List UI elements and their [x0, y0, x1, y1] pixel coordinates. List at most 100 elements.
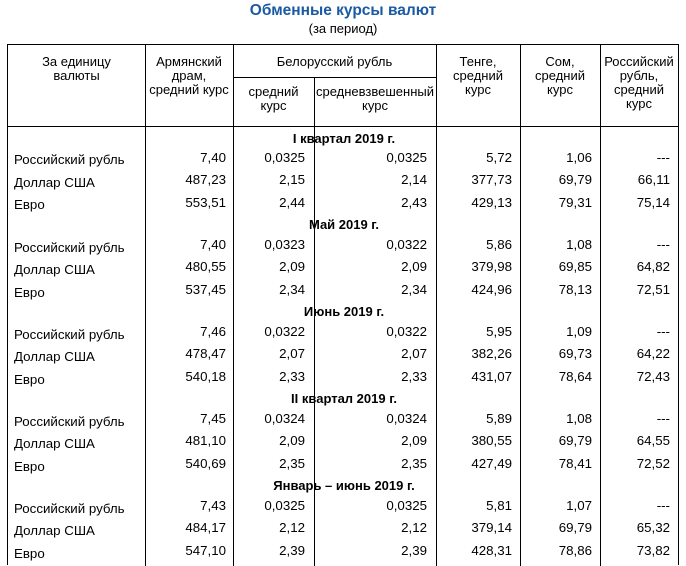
cell-rub: 65,32	[636, 520, 670, 535]
header-rub: Российский рубль, средний курс	[604, 54, 674, 111]
cell-amd: 7,40	[200, 237, 226, 252]
row-label: Доллар США	[14, 349, 95, 364]
cell-rub: 73,82	[636, 543, 670, 558]
cell-kzt: 377,73	[471, 172, 512, 187]
section-title: I квартал 2019 г.	[292, 131, 396, 146]
cell-byn-avg: 0,0325	[264, 150, 305, 165]
cell-byn-wavg: 2,09	[401, 433, 427, 448]
row-label: Доллар США	[14, 175, 95, 190]
cell-amd: 7,45	[200, 411, 226, 426]
header-amd: Армянский драм, средний курс	[149, 54, 229, 97]
cell-rub: 72,51	[636, 282, 670, 297]
cell-rub: 72,43	[636, 369, 670, 384]
cell-kzt: 382,26	[471, 346, 512, 361]
cell-kgs: 69,79	[558, 520, 592, 535]
cell-kgs: 69,79	[558, 433, 592, 448]
cell-kzt: 5,95	[486, 324, 512, 339]
cell-byn-wavg: 0,0325	[386, 150, 427, 165]
cell-kzt: 379,14	[471, 520, 512, 535]
exchange-rates-table: За единицу валюты Армянский драм, средни…	[7, 44, 679, 566]
cell-amd: 537,45	[185, 282, 226, 297]
column-divider	[600, 45, 601, 566]
cell-byn-avg: 0,0323	[264, 237, 305, 252]
row-label: Доллар США	[14, 523, 95, 538]
cell-rub: ---	[656, 237, 670, 252]
row-label: Доллар США	[14, 262, 95, 277]
cell-byn-avg: 2,35	[279, 456, 305, 471]
cell-byn-wavg: 0,0322	[386, 237, 427, 252]
cell-amd: 547,10	[185, 543, 226, 558]
column-divider	[436, 45, 437, 566]
cell-rub: 64,22	[636, 346, 670, 361]
page-subtitle: (за период)	[308, 21, 378, 36]
cell-byn-avg: 0,0322	[264, 324, 305, 339]
cell-kgs: 69,85	[558, 259, 592, 274]
section-title: Май 2019 г.	[308, 217, 380, 232]
section-title: Январь – июнь 2019 г.	[273, 478, 415, 493]
cell-kgs: 1,08	[566, 411, 592, 426]
cell-byn-avg: 2,44	[279, 195, 305, 210]
row-label: Российский рубль	[14, 501, 125, 516]
cell-byn-avg: 2,07	[279, 346, 305, 361]
cell-rub: ---	[656, 324, 670, 339]
header-bottom-line	[8, 126, 678, 127]
cell-rub: 72,52	[636, 456, 670, 471]
cell-byn-avg: 2,15	[279, 172, 305, 187]
cell-kzt: 428,31	[471, 543, 512, 558]
page-title: Обменные курсы валют	[249, 2, 437, 19]
cell-byn-wavg: 0,0325	[386, 498, 427, 513]
cell-rub: 66,11	[637, 172, 670, 187]
cell-amd: 480,55	[185, 259, 226, 274]
cell-byn-wavg: 2,14	[401, 172, 427, 187]
row-label: Евро	[14, 372, 45, 387]
cell-kzt: 379,98	[471, 259, 512, 274]
cell-kgs: 78,41	[558, 456, 592, 471]
column-divider	[520, 45, 521, 566]
cell-amd: 7,43	[200, 498, 226, 513]
cell-amd: 7,46	[200, 324, 226, 339]
row-label: Российский рубль	[14, 414, 125, 429]
row-label: Евро	[14, 459, 45, 474]
cell-kzt: 380,55	[471, 433, 512, 448]
cell-byn-avg: 2,34	[279, 282, 305, 297]
cell-kzt: 427,49	[471, 456, 512, 471]
cell-amd: 481,10	[185, 433, 226, 448]
cell-rub: ---	[656, 498, 670, 513]
cell-amd: 484,17	[185, 520, 226, 535]
cell-byn-wavg: 2,07	[401, 346, 427, 361]
cell-byn-wavg: 2,33	[401, 369, 427, 384]
cell-kzt: 431,07	[471, 369, 512, 384]
row-label: Евро	[14, 197, 45, 212]
cell-kgs: 79,31	[558, 195, 592, 210]
cell-byn-avg: 2,39	[279, 543, 305, 558]
cell-byn-wavg: 0,0322	[386, 324, 427, 339]
column-divider	[233, 45, 234, 566]
row-label: Российский рубль	[14, 327, 125, 342]
header-unit: За единицу валюты	[42, 54, 111, 83]
row-label: Российский рубль	[14, 152, 125, 167]
cell-byn-avg: 2,12	[279, 520, 305, 535]
cell-byn-avg: 2,09	[279, 433, 305, 448]
cell-byn-wavg: 2,35	[401, 456, 427, 471]
cell-amd: 540,69	[185, 456, 226, 471]
header-kzt: Тенге, средний курс	[453, 54, 503, 97]
cell-amd: 553,51	[185, 195, 226, 210]
cell-amd: 540,18	[185, 369, 226, 384]
cell-kzt: 429,13	[471, 195, 512, 210]
row-label: Евро	[14, 285, 45, 300]
header-byn-wavg: средневзвешенный курс	[315, 84, 434, 113]
cell-kgs: 1,09	[566, 324, 592, 339]
row-label: Доллар США	[14, 436, 95, 451]
cell-byn-wavg: 2,39	[401, 543, 427, 558]
header-kgs: Сом, средний курс	[535, 54, 585, 97]
cell-byn-wavg: 0,0324	[386, 411, 427, 426]
cell-byn-avg: 0,0325	[264, 498, 305, 513]
cell-byn-wavg: 2,09	[401, 259, 427, 274]
cell-rub: ---	[656, 150, 670, 165]
cell-kgs: 1,08	[566, 237, 592, 252]
cell-kzt: 5,81	[486, 498, 512, 513]
cell-rub: 64,55	[636, 433, 670, 448]
cell-kgs: 78,13	[558, 282, 592, 297]
header-byn-avg: средний курс	[248, 84, 299, 113]
cell-byn-avg: 0,0324	[264, 411, 305, 426]
